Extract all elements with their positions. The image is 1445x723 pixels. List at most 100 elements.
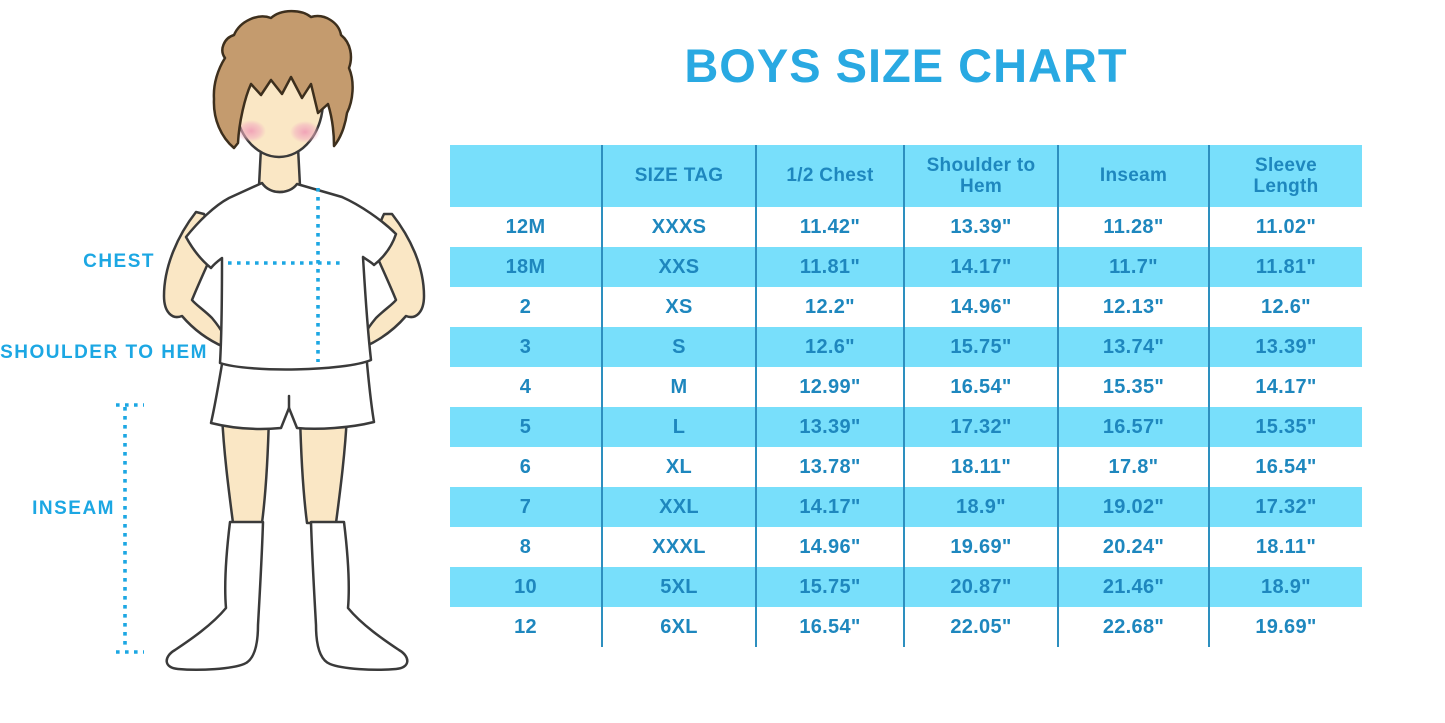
value-cell: L (601, 407, 755, 447)
value-cell: 14.96" (755, 527, 903, 567)
value-cell: 16.57" (1057, 407, 1208, 447)
measurement-figure-panel: CHEST SHOULDER TO HEM INSEAM (0, 0, 450, 723)
table-row: 2 XS 12.2" 14.96" 12.13" 12.6" (450, 287, 1362, 327)
value-cell: 14.17" (1208, 367, 1362, 407)
value-cell: 15.35" (1057, 367, 1208, 407)
table-row: 7 XXL 14.17" 18.9" 19.02" 17.32" (450, 487, 1362, 527)
value-cell: 6XL (601, 607, 755, 647)
value-cell: S (601, 327, 755, 367)
value-cell: 11.02" (1208, 207, 1362, 247)
table-row: 18M XXS 11.81" 14.17" 11.7" 11.81" (450, 247, 1362, 287)
table-row: 6 XL 13.78" 18.11" 17.8" 16.54" (450, 447, 1362, 487)
boy-tshirt (184, 181, 398, 371)
table-row: 5 L 13.39" 17.32" 16.57" 15.35" (450, 407, 1362, 447)
size-cell: 12M (505, 215, 546, 238)
table-row: 12 6XL 16.54" 22.05" 22.68" 19.69" (450, 607, 1362, 647)
value-cell: 18.11" (1208, 527, 1362, 567)
value-cell: 13.78" (755, 447, 903, 487)
boy-left-leg (220, 413, 271, 525)
size-table: SIZE TAG 1/2 Chest Shoulder to Hem Inseam Sl… (450, 145, 1362, 647)
value-cell: 13.39" (1208, 327, 1362, 367)
boy-left-sock (165, 520, 265, 672)
value-cell: XXXL (601, 527, 755, 567)
size-cell: 18M (505, 255, 546, 278)
value-cell: 18.11" (903, 447, 1057, 487)
table-header-row: SIZE TAG 1/2 Chest Shoulder to Hem Inseam Sl… (450, 145, 1362, 207)
chest-label: CHEST (83, 251, 155, 272)
column-header (450, 145, 601, 207)
column-header: 1/2 Chest (755, 145, 903, 207)
value-cell: 12.6" (1208, 287, 1362, 327)
table-row: 4 M 12.99" 16.54" 15.35" 14.17" (450, 367, 1362, 407)
boy-hair (212, 9, 354, 150)
value-cell: 11.81" (1208, 247, 1362, 287)
value-cell: 18.9" (903, 487, 1057, 527)
value-cell: 11.7" (1057, 247, 1208, 287)
value-cell: 18.9" (1208, 567, 1362, 607)
value-cell: 12.6" (755, 327, 903, 367)
value-cell: 11.42" (755, 207, 903, 247)
value-cell: 16.54" (903, 367, 1057, 407)
value-cell: 14.17" (755, 487, 903, 527)
page-title: BOYS SIZE CHART (684, 39, 1128, 92)
value-cell: 15.75" (755, 567, 903, 607)
value-cell: XS (601, 287, 755, 327)
boy-right-cheek (290, 121, 320, 143)
table-row: 8 XXXL 14.96" 19.69" 20.24" 18.11" (450, 527, 1362, 567)
value-cell: 13.39" (903, 207, 1057, 247)
table-row: 3 S 12.6" 15.75" 13.74" 13.39" (450, 327, 1362, 367)
value-cell: XXS (601, 247, 755, 287)
size-cell: 7 (519, 495, 532, 518)
size-cell: 2 (519, 295, 532, 318)
value-cell: 20.87" (903, 567, 1057, 607)
value-cell: 5XL (601, 567, 755, 607)
value-cell: 22.05" (903, 607, 1057, 647)
table-row: 10 5XL 15.75" 20.87" 21.46" 18.9" (450, 567, 1362, 607)
value-cell: 16.54" (755, 607, 903, 647)
inseam-label: INSEAM (32, 498, 115, 519)
boy-right-sock (309, 520, 409, 672)
value-cell: M (601, 367, 755, 407)
shoulder-to-hem-label: SHOULDER TO HEM (0, 342, 208, 363)
value-cell: 13.39" (755, 407, 903, 447)
size-cell: 3 (519, 335, 532, 358)
size-cell: 4 (519, 375, 532, 398)
value-cell: 17.32" (903, 407, 1057, 447)
table-row: 12M XXXS 11.42" 13.39" 11.28" 11.02" (450, 207, 1362, 247)
boy-left-cheek (236, 120, 266, 142)
value-cell: 13.74" (1057, 327, 1208, 367)
size-cell: 5 (519, 415, 532, 438)
value-cell: XXXS (601, 207, 755, 247)
column-header: SIZE TAG (601, 145, 755, 207)
size-cell: 8 (519, 535, 532, 558)
value-cell: 12.13" (1057, 287, 1208, 327)
value-cell: 11.81" (755, 247, 903, 287)
value-cell: 12.2" (755, 287, 903, 327)
size-cell: 10 (514, 575, 537, 598)
size-cell: 12 (514, 615, 537, 638)
value-cell: 14.96" (903, 287, 1057, 327)
value-cell: 21.46" (1057, 567, 1208, 607)
size-cell: 6 (519, 455, 532, 478)
boy-shorts (209, 350, 376, 431)
value-cell: 22.68" (1057, 607, 1208, 647)
value-cell: XL (601, 447, 755, 487)
value-cell: 15.35" (1208, 407, 1362, 447)
value-cell: 20.24" (1057, 527, 1208, 567)
value-cell: 14.17" (903, 247, 1057, 287)
value-cell: 11.28" (1057, 207, 1208, 247)
value-cell: 17.32" (1208, 487, 1362, 527)
value-cell: 16.54" (1208, 447, 1362, 487)
value-cell: 19.69" (903, 527, 1057, 567)
value-cell: 12.99" (755, 367, 903, 407)
value-cell: 17.8" (1057, 447, 1208, 487)
value-cell: 15.75" (903, 327, 1057, 367)
boy-illustration (116, 9, 426, 672)
column-header: Inseam (1057, 145, 1208, 207)
column-header: Sleeve Length (1208, 145, 1362, 207)
value-cell: 19.02" (1057, 487, 1208, 527)
boy-right-leg (298, 413, 349, 525)
value-cell: XXL (601, 487, 755, 527)
value-cell: 19.69" (1208, 607, 1362, 647)
